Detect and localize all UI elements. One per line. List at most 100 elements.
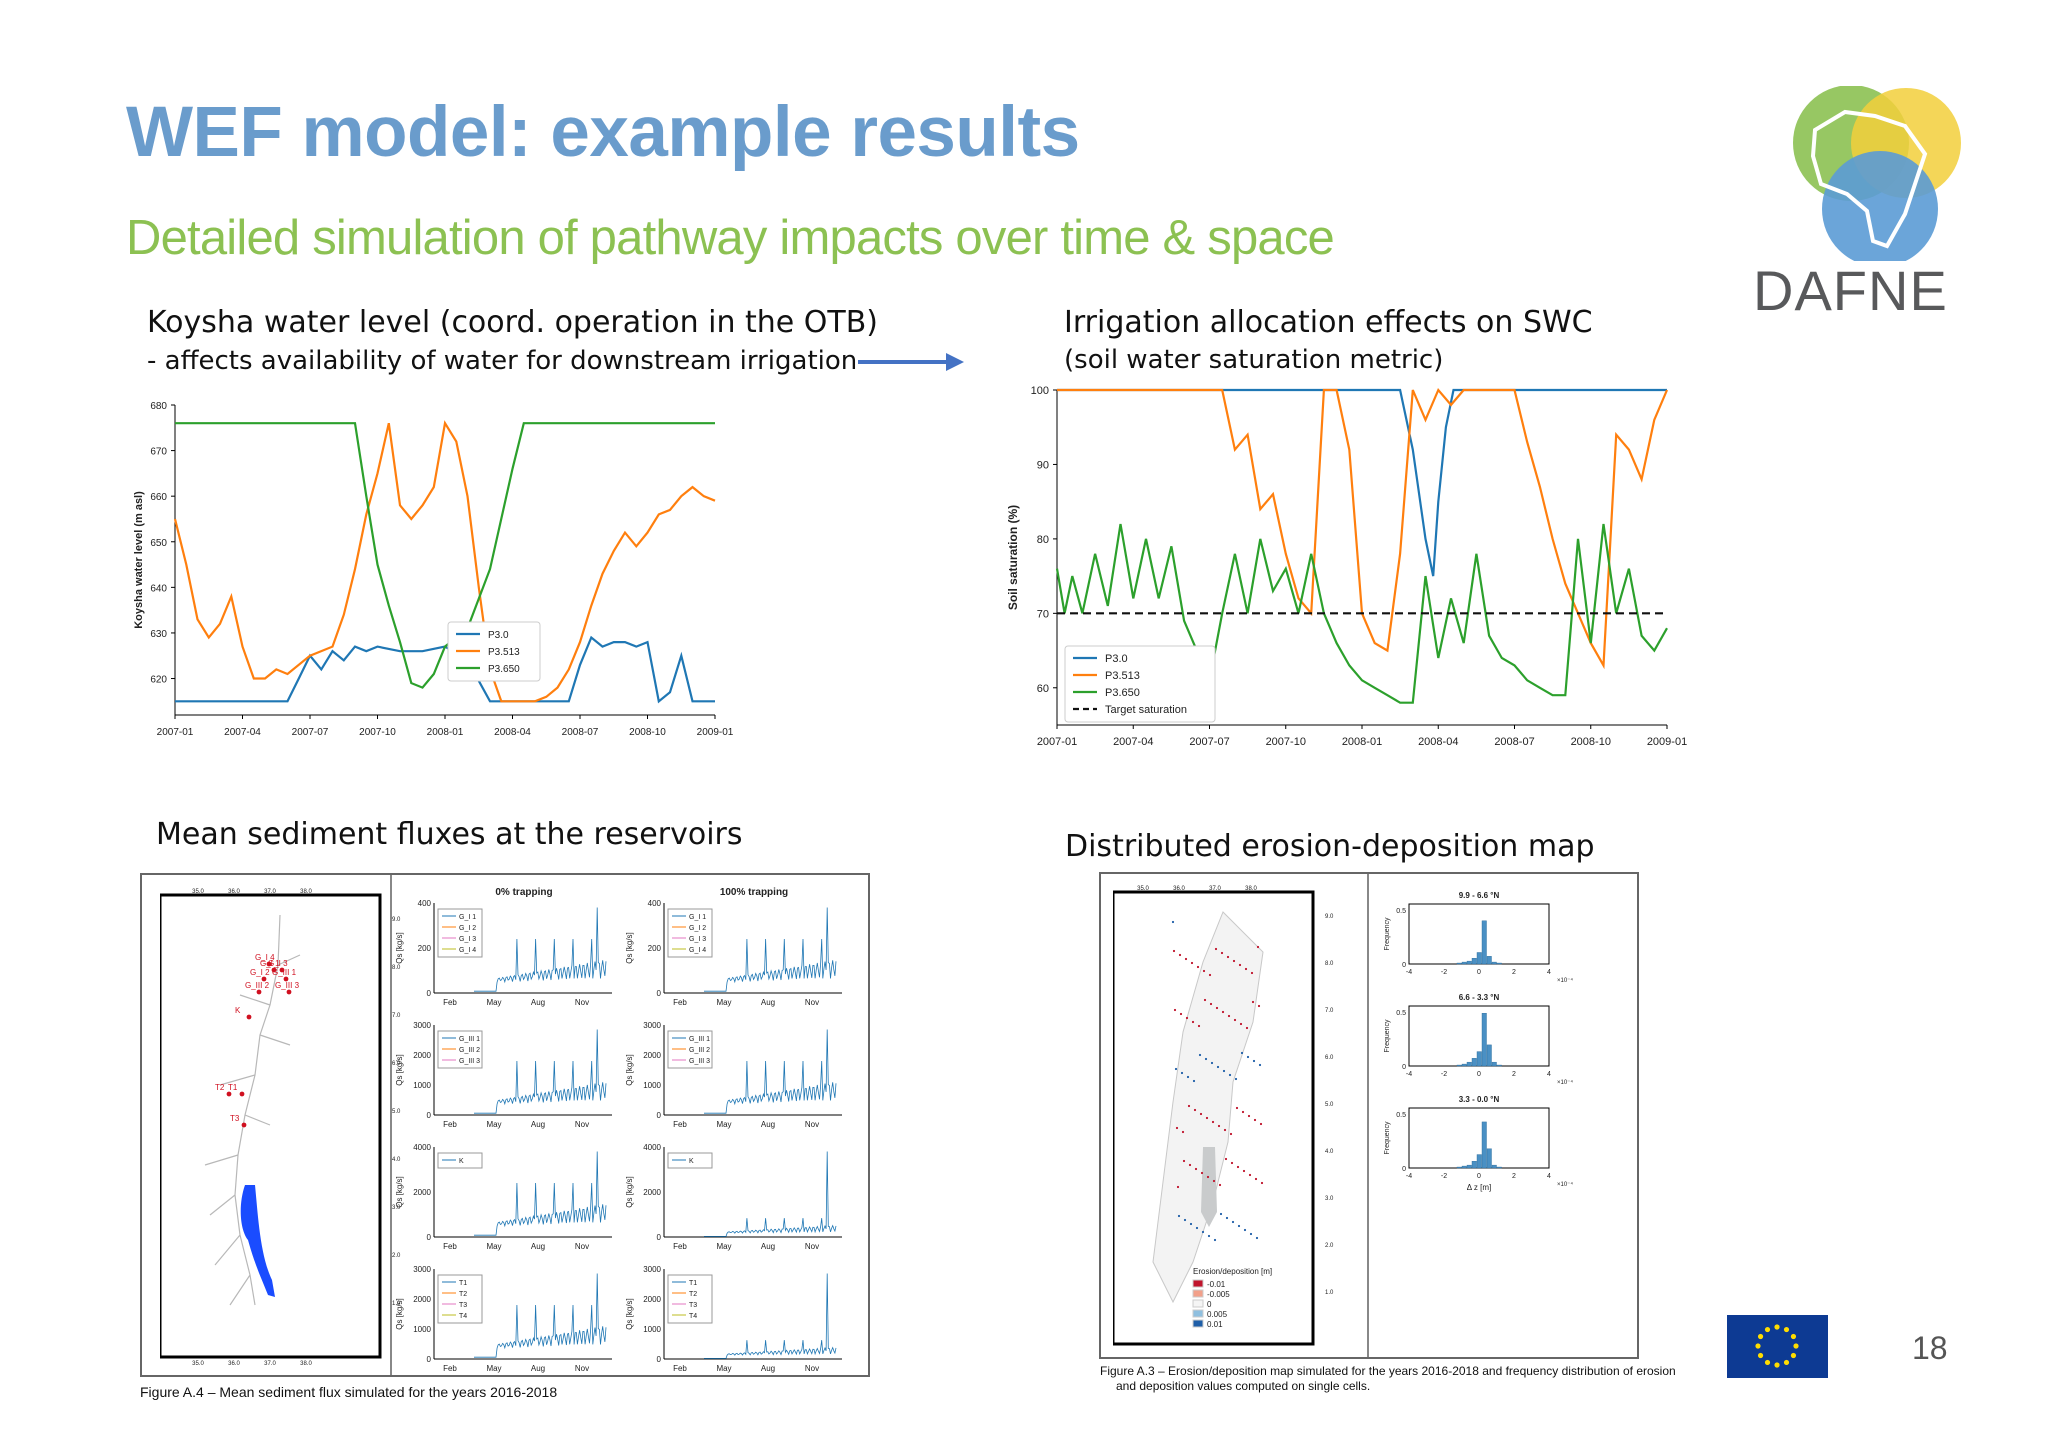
erosion-cell-marker bbox=[1189, 1222, 1193, 1226]
x-tick-label: Feb bbox=[443, 1364, 457, 1373]
flux-series-line bbox=[474, 907, 607, 992]
x-tick-label: May bbox=[486, 1120, 501, 1129]
histogram-title: 6.6 - 3.3 °N bbox=[1459, 993, 1500, 1002]
erosion-cell-marker bbox=[1240, 1051, 1244, 1055]
erosion-cell-marker bbox=[1199, 1112, 1203, 1116]
x-tick-label: Aug bbox=[761, 1242, 775, 1251]
reservoir-marker bbox=[246, 1014, 252, 1020]
x-tick-label: Nov bbox=[805, 1364, 819, 1373]
erosion-cell-marker bbox=[1201, 1230, 1205, 1234]
legend-label: G_I 3 bbox=[459, 936, 476, 943]
erosion-cell-marker bbox=[1247, 1114, 1251, 1118]
x-tick-label: Aug bbox=[531, 1364, 545, 1373]
erosion-cell-marker bbox=[1197, 1024, 1201, 1028]
reservoir-label: G_I 4 bbox=[255, 953, 275, 962]
x-tick-label: May bbox=[716, 1120, 731, 1129]
histogram-bar bbox=[1456, 962, 1462, 965]
y-tick-label: 0 bbox=[657, 1233, 662, 1242]
legend-label: T3 bbox=[459, 1302, 467, 1309]
legend-label: K bbox=[689, 1158, 694, 1165]
legend-label: G_I 2 bbox=[689, 925, 706, 932]
map-top-tick-label: 37.0 bbox=[1209, 886, 1221, 892]
map-right-tick-label: 2.0 bbox=[1325, 1243, 1334, 1249]
erosion-cell-marker bbox=[1180, 1071, 1184, 1075]
erosion-cell-marker bbox=[1191, 1020, 1195, 1024]
legend-box bbox=[447, 621, 541, 682]
x-tick-label: 2008-07 bbox=[1494, 736, 1534, 748]
x-tick-label: 2007-10 bbox=[1266, 736, 1306, 748]
eu-star-icon bbox=[1783, 1326, 1790, 1333]
erosion-cell-marker bbox=[1257, 1004, 1261, 1008]
erosion-cell-marker bbox=[1241, 1110, 1245, 1114]
flux-series-line bbox=[704, 1273, 837, 1359]
legend-label: G_III 3 bbox=[689, 1058, 710, 1065]
x-tick-label: Nov bbox=[575, 1120, 589, 1129]
y-axis-label: Koysha water level (m asl) bbox=[133, 491, 145, 629]
map-border bbox=[160, 893, 382, 1359]
reservoir-label: T2 bbox=[215, 1083, 225, 1092]
koysha-caption-sub: - affects availability of water for down… bbox=[147, 346, 858, 376]
y-tick-label: 680 bbox=[150, 401, 167, 412]
eu-flag-icon bbox=[1727, 1315, 1828, 1378]
slide-subtitle: Detailed simulation of pathway impacts o… bbox=[126, 211, 1335, 265]
erosion-cell-marker bbox=[1227, 1014, 1231, 1018]
x-tick-label: Aug bbox=[531, 998, 545, 1007]
reservoir-label: G_III 1 bbox=[272, 968, 297, 977]
x-tick-label: 4 bbox=[1547, 1071, 1551, 1078]
sediment-flux-charts: 0% trapping 0 200 400 Feb May Aug Nov Qs [kg/s] G… bbox=[395, 887, 842, 1373]
map-right-tick-label: 8.0 bbox=[392, 965, 401, 971]
histogram-bar bbox=[1471, 958, 1477, 965]
y-tick-label: 0 bbox=[1402, 1064, 1406, 1071]
erosion-cell-marker bbox=[1258, 1063, 1262, 1067]
erosion-cell-marker bbox=[1216, 1065, 1220, 1069]
erosion-cell-marker bbox=[1248, 1173, 1252, 1177]
x-tick-label: 2008-01 bbox=[1342, 736, 1382, 748]
map-legend-swatch bbox=[1192, 1299, 1204, 1308]
erosion-cell-marker bbox=[1214, 947, 1218, 951]
x-tick-label: 2007-07 bbox=[1189, 736, 1229, 748]
y-tick-label: 0.5 bbox=[1396, 908, 1406, 915]
histogram-bar bbox=[1471, 1058, 1477, 1067]
y-tick-label: 3000 bbox=[643, 1265, 661, 1274]
map-legend-label: -0.005 bbox=[1207, 1290, 1230, 1299]
x-tick-label: May bbox=[486, 1242, 501, 1251]
erosion-cell-marker bbox=[1177, 1214, 1181, 1218]
x-tick-label: Aug bbox=[761, 1120, 775, 1129]
erosion-cell-marker bbox=[1192, 1079, 1196, 1083]
x-tick-label: May bbox=[486, 998, 501, 1007]
x-tick-label: Feb bbox=[673, 1242, 687, 1251]
y-tick-label: 670 bbox=[150, 447, 167, 458]
erosion-cell-marker bbox=[1250, 971, 1254, 975]
eu-star-icon bbox=[1790, 1352, 1797, 1359]
map-legend-swatch bbox=[1192, 1279, 1204, 1288]
reservoir-label: T1 bbox=[228, 1083, 238, 1092]
y-tick-label: 200 bbox=[418, 944, 432, 953]
erosion-cell-marker bbox=[1175, 1126, 1179, 1130]
erosion-cell-marker bbox=[1182, 1159, 1186, 1163]
erosion-cell-marker bbox=[1245, 1026, 1249, 1030]
erosion-cell-marker bbox=[1233, 1018, 1237, 1022]
legend-label: T1 bbox=[459, 1280, 467, 1287]
eu-star-icon bbox=[1755, 1343, 1761, 1349]
y-tick-label: 1000 bbox=[413, 1081, 431, 1090]
sediment-figure-frame: 35.036.037.038.035.036.037.038.09.09.08.… bbox=[140, 873, 870, 1377]
eu-star-icon bbox=[1774, 1362, 1780, 1368]
legend-label: P3.0 bbox=[488, 630, 509, 641]
figure-divider bbox=[1367, 874, 1369, 1357]
reservoir-marker bbox=[283, 976, 289, 982]
eu-star-icon bbox=[1764, 1359, 1771, 1366]
legend-label: P3.650 bbox=[488, 664, 520, 675]
series-line-p3-513 bbox=[173, 420, 716, 703]
erosion-cell-marker bbox=[1252, 1059, 1256, 1063]
map-right-tick-label: 4.0 bbox=[392, 1157, 401, 1163]
histogram-bar bbox=[1496, 962, 1502, 965]
x-tick-label: Nov bbox=[805, 1242, 819, 1251]
y-tick-label: 1000 bbox=[643, 1325, 661, 1334]
histogram-bar bbox=[1461, 1063, 1467, 1067]
erosion-cell-marker bbox=[1219, 1212, 1223, 1216]
y-tick-label: 2000 bbox=[413, 1051, 431, 1060]
erosion-cell-marker bbox=[1179, 1012, 1183, 1016]
y-tick-label: 0 bbox=[427, 1111, 432, 1120]
reservoir-marker bbox=[286, 989, 292, 995]
erosion-cell-marker bbox=[1237, 1224, 1241, 1228]
